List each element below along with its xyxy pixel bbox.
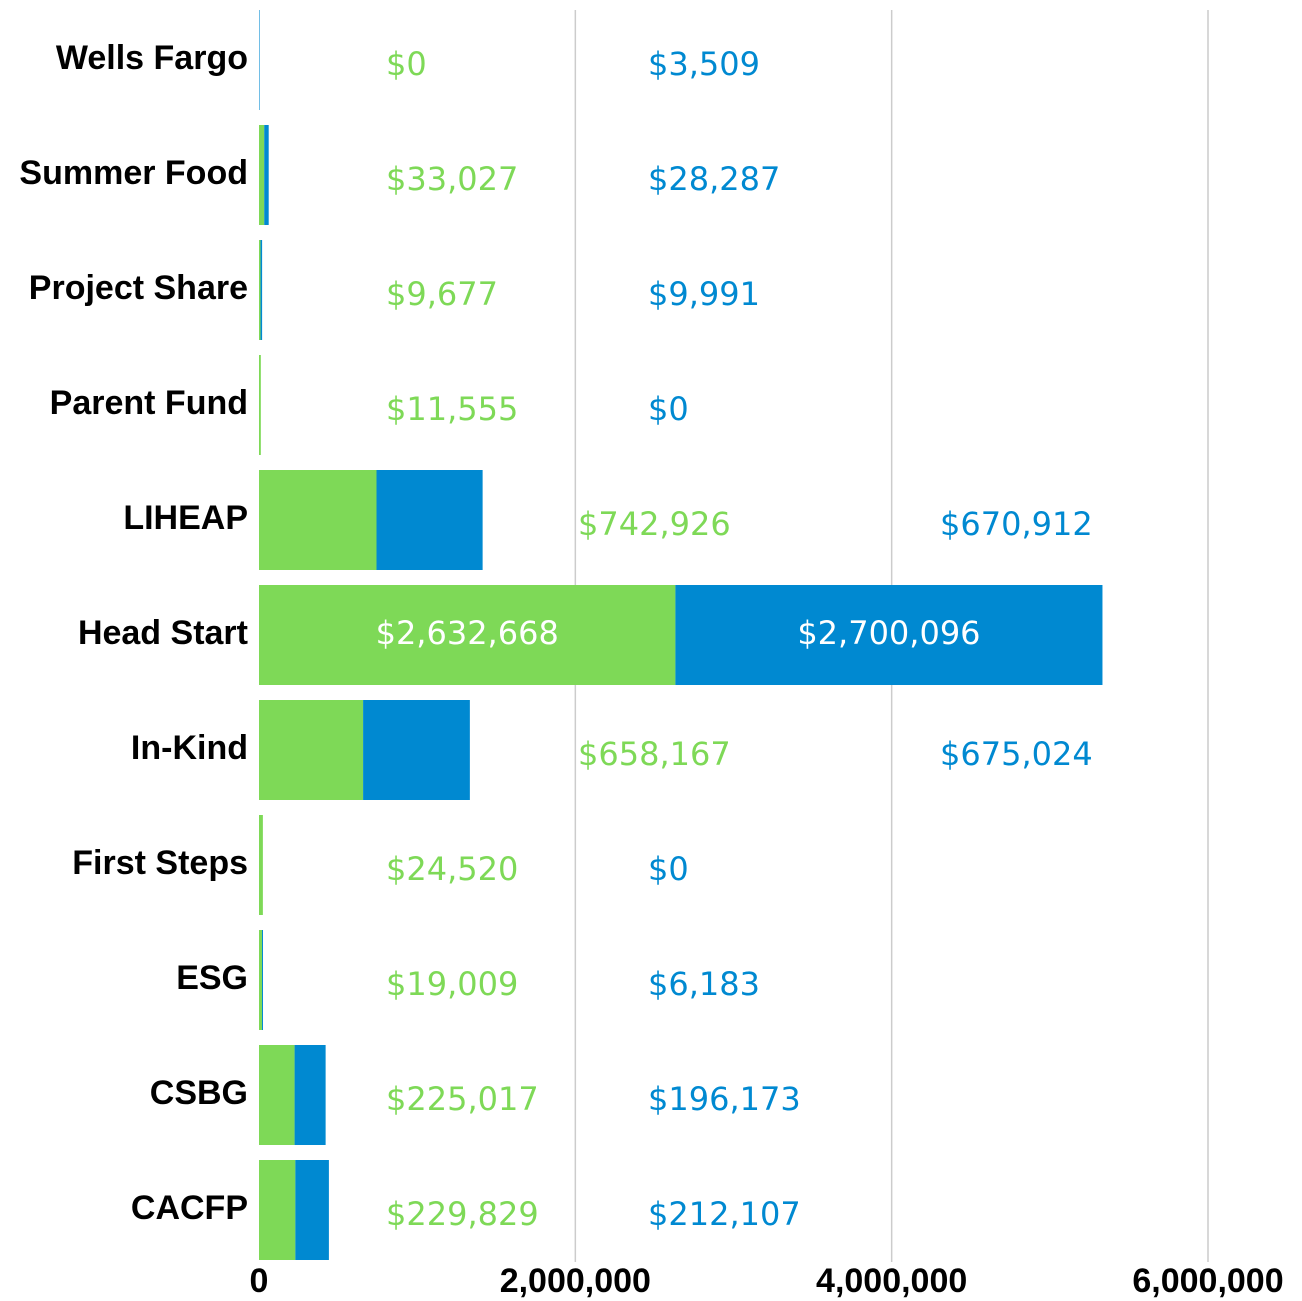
bar-segment <box>262 930 263 1030</box>
value-label: $0 <box>648 390 689 428</box>
bar-segment <box>363 700 470 800</box>
category-label: CSBG <box>150 1074 248 1112</box>
category-label: Wells Fargo <box>56 39 248 77</box>
value-label: $2,700,096 <box>797 614 980 652</box>
x-tick-label: 0 <box>250 1262 269 1300</box>
value-label: $24,520 <box>386 850 518 888</box>
value-label: $670,912 <box>940 505 1093 543</box>
value-label: $658,167 <box>578 735 731 773</box>
category-label: Project Share <box>29 269 248 307</box>
x-tick-label: 4,000,000 <box>816 1262 967 1300</box>
value-label: $0 <box>648 850 689 888</box>
value-label: $229,829 <box>386 1195 539 1233</box>
bar-segment <box>259 240 261 340</box>
category-label: Parent Fund <box>50 384 248 422</box>
value-label: $6,183 <box>648 965 760 1003</box>
value-label: $196,173 <box>648 1080 801 1118</box>
value-label: $212,107 <box>648 1195 801 1233</box>
bar-segment <box>259 125 265 225</box>
value-label: $9,991 <box>648 275 760 313</box>
bar-segment <box>259 930 263 1030</box>
x-tick-label: 2,000,000 <box>500 1262 651 1300</box>
bar-segment <box>376 470 483 570</box>
category-label: First Steps <box>72 844 248 882</box>
value-label: $742,926 <box>578 505 731 543</box>
category-label: ESG <box>176 959 248 997</box>
value-label: $3,509 <box>648 45 760 83</box>
bar-segment <box>260 240 263 340</box>
bar-segment <box>259 10 260 110</box>
bar-segment <box>259 700 364 800</box>
value-label: $225,017 <box>386 1080 539 1118</box>
value-label: $19,009 <box>386 965 518 1003</box>
bar-segment <box>259 1160 296 1260</box>
bar-segment <box>259 585 676 685</box>
bar-segment <box>259 470 377 570</box>
bar-segment <box>294 1045 326 1145</box>
x-tick-label: 6,000,000 <box>1132 1262 1283 1300</box>
value-label: $0 <box>386 45 427 83</box>
bar-segment <box>675 585 1103 685</box>
category-label: LIHEAP <box>123 499 248 537</box>
value-label: $2,632,668 <box>376 614 559 652</box>
bar-segment <box>264 125 269 225</box>
value-label: $675,024 <box>940 735 1093 773</box>
bar-segment <box>295 1160 329 1260</box>
bar-segment <box>259 355 261 455</box>
bar-segment <box>259 1045 295 1145</box>
category-label: CACFP <box>131 1189 248 1227</box>
value-label: $11,555 <box>386 390 518 428</box>
category-label: Head Start <box>78 614 248 652</box>
bar-segment <box>259 815 263 915</box>
value-label: $9,677 <box>386 275 498 313</box>
category-label: In-Kind <box>131 729 248 767</box>
value-label: $28,287 <box>648 160 780 198</box>
category-label: Summer Food <box>19 154 248 192</box>
value-label: $33,027 <box>386 160 518 198</box>
